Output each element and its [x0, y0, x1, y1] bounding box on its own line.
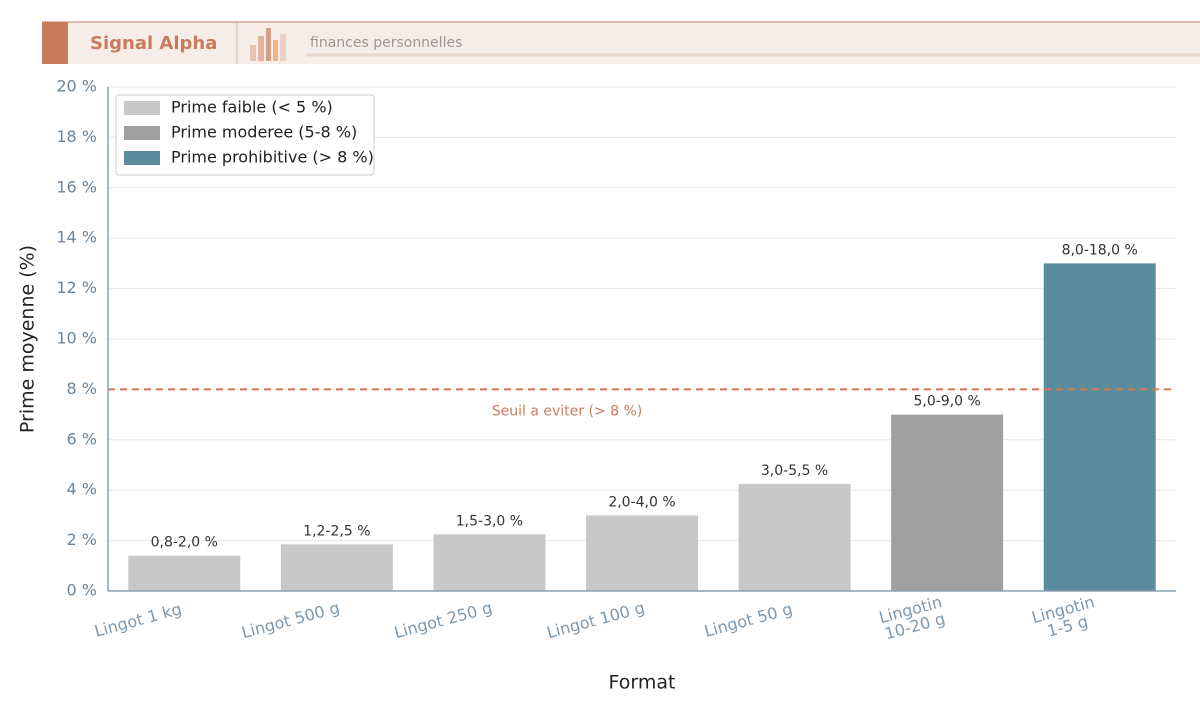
- value-label: 1,5-3,0 %: [456, 513, 523, 529]
- bar: [280, 544, 393, 591]
- x-tick-label: Lingot 50 g: [702, 599, 794, 641]
- value-label: 8,0-18,0 %: [1062, 242, 1138, 258]
- y-tick-label: 4 %: [67, 480, 97, 499]
- legend-label: Prime moderee (5-8 %): [171, 123, 357, 142]
- legend-label: Prime prohibitive (> 8 %): [171, 148, 374, 167]
- header-accent: [42, 22, 68, 64]
- legend-swatch: [124, 151, 160, 165]
- value-label: 3,0-5,5 %: [761, 463, 828, 479]
- bar: [433, 534, 546, 591]
- y-tick-label: 18 %: [56, 127, 97, 146]
- x-axis-label: Format: [609, 672, 676, 694]
- legend-swatch: [124, 126, 160, 140]
- value-label: 5,0-9,0 %: [913, 394, 980, 410]
- y-tick-label: 2 %: [67, 530, 97, 549]
- y-tick-label: 14 %: [56, 228, 97, 247]
- x-tick-label: Lingotin10-20 g: [877, 592, 948, 643]
- y-tick-label: 10 %: [56, 329, 97, 348]
- x-tick-label: Lingot 500 g: [240, 598, 342, 642]
- y-tick-label: 8 %: [67, 379, 97, 398]
- bar: [1043, 263, 1156, 591]
- legend-box: [115, 94, 375, 176]
- brand-logo: [250, 28, 286, 61]
- value-label: 0,8-2,0 %: [151, 535, 218, 551]
- brand-title: Signal Alpha: [90, 33, 217, 54]
- legend-label: Prime faible (< 5 %): [171, 98, 333, 117]
- x-tick-label: Lingot 100 g: [545, 598, 647, 642]
- reference-label: Seuil a eviter (> 8 %): [492, 403, 643, 419]
- x-tick-label: Lingotin1-5 g: [1029, 592, 1100, 643]
- y-tick-label: 20 %: [56, 77, 97, 96]
- brand-subtitle: finances personnelles: [310, 35, 462, 51]
- y-tick-label: 0 %: [67, 581, 97, 600]
- y-tick-label: 12 %: [56, 278, 97, 297]
- y-tick-label: 16 %: [56, 177, 97, 196]
- bar: [586, 515, 698, 591]
- bar: [128, 555, 241, 591]
- x-tick-label: Lingot 250 g: [392, 598, 494, 642]
- y-axis-label: Prime moyenne (%): [17, 245, 39, 433]
- y-tick-label: 6 %: [67, 429, 97, 448]
- legend-swatch: [124, 101, 160, 115]
- x-tick-label: Lingot 1 kg: [92, 599, 183, 641]
- bar: [891, 414, 1004, 591]
- bar: [738, 483, 851, 591]
- value-label: 2,0-4,0 %: [608, 494, 675, 510]
- header-band: [42, 22, 1200, 64]
- value-label: 1,2-2,5 %: [303, 523, 370, 539]
